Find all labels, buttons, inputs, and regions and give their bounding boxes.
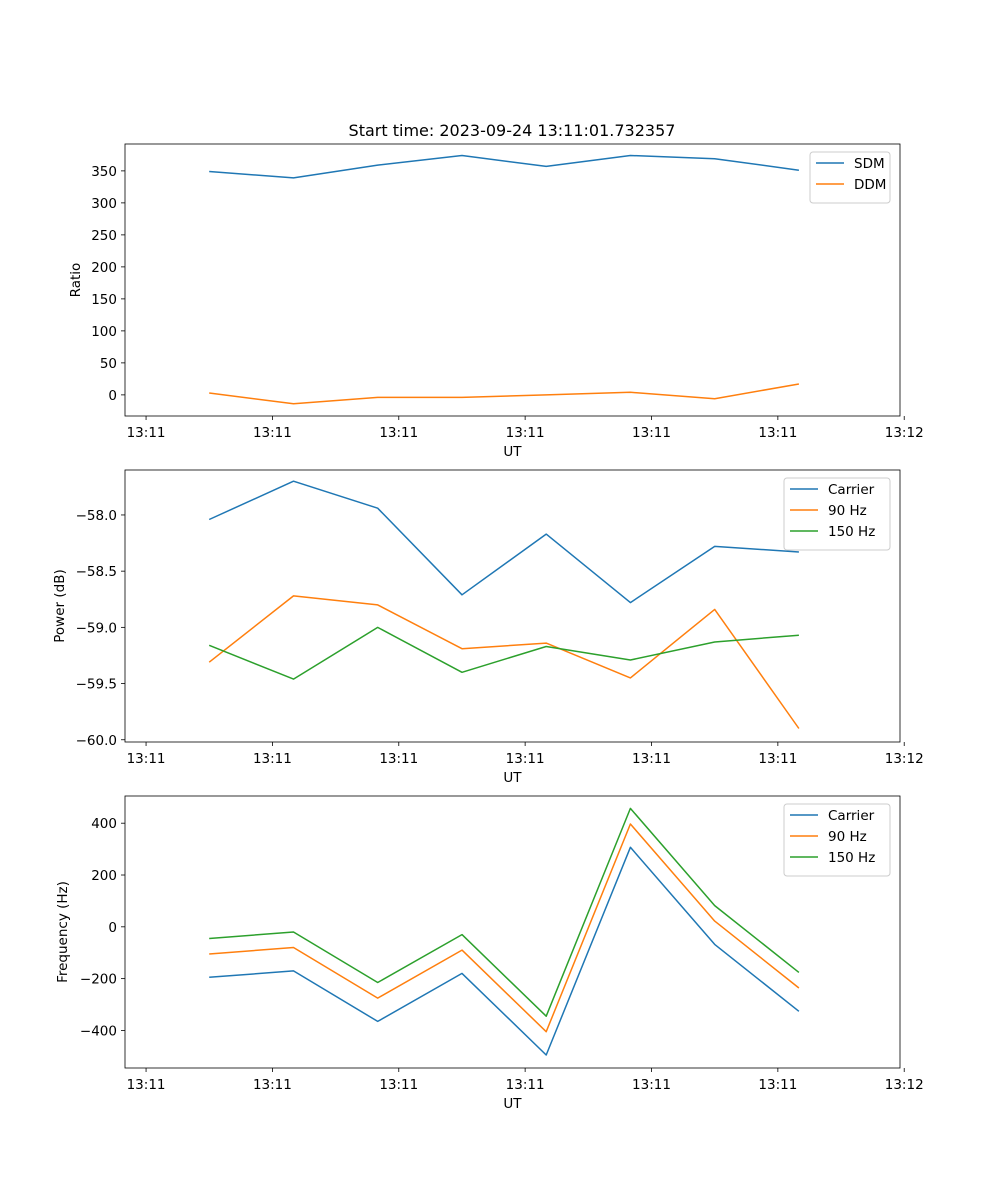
y-tick-label: −60.0 bbox=[76, 733, 117, 749]
legend-label: 150 Hz bbox=[828, 524, 875, 540]
series-line-150-hz bbox=[209, 807, 800, 1017]
legend: Carrier 90 Hz 150 Hz bbox=[783, 477, 891, 551]
series-line-carrier bbox=[209, 846, 800, 1056]
x-tick-label: 13:12 bbox=[885, 1077, 924, 1093]
x-tick-label: 13:11 bbox=[253, 425, 292, 441]
series-line-90-hz bbox=[209, 823, 800, 1033]
y-tick-label: 0 bbox=[108, 920, 117, 936]
x-tick-label: 13:11 bbox=[379, 751, 418, 767]
x-tick-label: 13:11 bbox=[253, 751, 292, 767]
x-tick-label: 13:12 bbox=[885, 751, 924, 767]
x-axis-label: UT bbox=[503, 1096, 522, 1112]
x-tick-label: 13:12 bbox=[885, 425, 924, 441]
x-tick-label: 13:11 bbox=[379, 425, 418, 441]
x-tick-label: 13:11 bbox=[127, 751, 166, 767]
x-tick-label: 13:11 bbox=[127, 425, 166, 441]
series-line-150-hz bbox=[208, 626, 799, 680]
y-tick-label: 200 bbox=[91, 868, 117, 884]
x-tick-label: 13:11 bbox=[632, 751, 671, 767]
x-tick-label: 13:11 bbox=[758, 751, 797, 767]
series-line-sdm bbox=[209, 154, 800, 179]
x-tick-label: 13:11 bbox=[506, 751, 545, 767]
y-tick-label: 150 bbox=[91, 292, 117, 308]
y-tick-label: 50 bbox=[100, 356, 117, 372]
y-tick-label: −59.0 bbox=[76, 620, 117, 636]
y-tick-label: −400 bbox=[80, 1023, 117, 1039]
y-tick-label: 100 bbox=[91, 324, 117, 340]
legend-label: 90 Hz bbox=[828, 503, 867, 519]
x-tick-label: 13:11 bbox=[253, 1077, 292, 1093]
y-tick-label: 0 bbox=[108, 388, 117, 404]
legend-label: SDM bbox=[854, 156, 885, 172]
plot-frame bbox=[124, 469, 901, 743]
y-tick-label: 250 bbox=[91, 228, 117, 244]
panel-3: 13:11 13:11 13:11 13:11 13:11 13:11 13:12 −400 −… bbox=[55, 795, 924, 1112]
x-tick-label: 13:11 bbox=[506, 1077, 545, 1093]
legend-box bbox=[783, 477, 891, 551]
panels: 13:11 13:11 13:11 13:11 13:11 13:11 13:12 0 50 10… bbox=[52, 143, 924, 1112]
legend: Carrier 90 Hz 150 Hz bbox=[783, 803, 891, 877]
series-line-ddm bbox=[209, 383, 800, 405]
legend-label: 150 Hz bbox=[828, 850, 875, 866]
y-axis-label: Frequency (Hz) bbox=[55, 881, 71, 983]
x-tick-label: 13:11 bbox=[506, 425, 545, 441]
x-axis-label: UT bbox=[503, 444, 522, 460]
x-tick-label: 13:11 bbox=[127, 1077, 166, 1093]
series-line-90-hz bbox=[208, 595, 800, 729]
series-line-carrier bbox=[208, 480, 799, 604]
plot-frame bbox=[124, 143, 901, 417]
legend-label: Carrier bbox=[828, 808, 875, 824]
legend-box bbox=[809, 151, 891, 204]
y-tick-label: 350 bbox=[91, 164, 117, 180]
panel-2: 13:11 13:11 13:11 13:11 13:11 13:11 13:12 −60.0… bbox=[52, 469, 924, 786]
x-tick-label: 13:11 bbox=[632, 425, 671, 441]
x-tick-label: 13:11 bbox=[379, 1077, 418, 1093]
y-tick-label: −58.5 bbox=[76, 564, 117, 580]
x-tick-label: 13:11 bbox=[758, 1077, 797, 1093]
chart-title: Start time: 2023-09-24 13:11:01.732357 bbox=[349, 121, 676, 140]
legend: SDM DDM bbox=[809, 151, 891, 204]
x-axis-label: UT bbox=[503, 770, 522, 786]
legend-label: Carrier bbox=[828, 482, 875, 498]
y-axis-label: Ratio bbox=[68, 263, 84, 298]
panel-1: 13:11 13:11 13:11 13:11 13:11 13:11 13:12 0 50 10… bbox=[68, 143, 924, 460]
y-tick-label: −58.0 bbox=[76, 508, 117, 524]
legend-box bbox=[783, 803, 891, 877]
x-tick-label: 13:11 bbox=[632, 1077, 671, 1093]
legend-label: 90 Hz bbox=[828, 829, 867, 845]
plot-frame bbox=[124, 795, 901, 1069]
x-tick-label: 13:11 bbox=[758, 425, 797, 441]
y-tick-label: 400 bbox=[91, 816, 117, 832]
y-tick-label: −59.5 bbox=[76, 677, 117, 693]
y-axis-label: Power (dB) bbox=[52, 569, 68, 642]
legend-label: DDM bbox=[854, 177, 886, 193]
y-tick-label: −200 bbox=[80, 972, 117, 988]
y-tick-label: 200 bbox=[91, 260, 117, 276]
y-tick-label: 300 bbox=[91, 196, 117, 212]
